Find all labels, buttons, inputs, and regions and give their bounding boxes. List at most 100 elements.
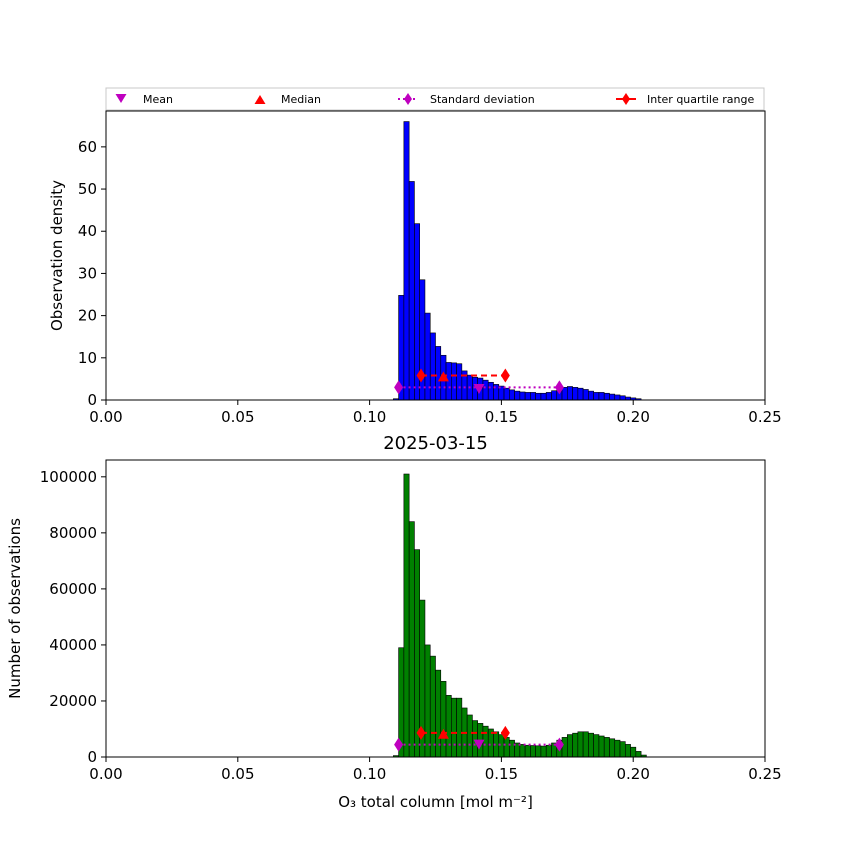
legend-std-label: Standard deviation: [430, 93, 535, 106]
density-statistics: [394, 368, 564, 395]
count-x-tick-label: 0.05: [221, 765, 254, 783]
density-x-tick-label: 0.20: [616, 408, 649, 426]
legend-frame: [105, 87, 765, 111]
count-bar: [582, 731, 589, 758]
count-bar: [424, 644, 431, 758]
count-bar: [482, 725, 489, 758]
density-y-axis-label: Observation density: [48, 180, 66, 331]
density-bar: [540, 392, 547, 401]
density-x-tick-label: 0.00: [89, 408, 122, 426]
density-std-low-marker: [394, 380, 404, 395]
density-bar: [566, 386, 573, 401]
density-bars: [393, 121, 642, 401]
count-bar: [598, 735, 605, 758]
count-x-tick-label: 0.15: [485, 765, 518, 783]
count-y-tick-label: 80000: [49, 524, 97, 542]
count-bars: [393, 473, 647, 758]
count-x-tick-label: 0.10: [353, 765, 386, 783]
density-bar: [582, 389, 589, 401]
count-bar: [619, 741, 626, 758]
legend-iqr-marker: [622, 93, 630, 105]
count-bar: [530, 745, 536, 758]
count-bar: [429, 655, 436, 758]
density-median-marker: [437, 371, 449, 382]
count-x-tick-label: 0.20: [616, 765, 649, 783]
count-bar: [609, 738, 616, 758]
count-x-axis-label: O₃ total column [mol m⁻²]: [338, 793, 533, 811]
count-bar: [445, 695, 452, 758]
count-bar: [408, 521, 415, 758]
count-bar: [535, 745, 542, 758]
density-bar: [429, 332, 436, 401]
count-bar: [519, 744, 526, 758]
density-iqr-high-marker: [500, 368, 510, 383]
density-bar: [593, 392, 600, 401]
count-x-ticks: 0.00 0.05 0.10 0.15 0.20 0.25: [89, 757, 782, 783]
density-y-tick-label: 10: [78, 349, 97, 367]
count-iqr-low-marker: [416, 725, 426, 740]
density-bar: [503, 387, 510, 401]
count-bar: [635, 751, 642, 758]
count-bar: [593, 734, 600, 758]
count-bar: [466, 714, 473, 758]
density-bar: [530, 392, 536, 401]
density-y-tick-label: 30: [78, 264, 97, 282]
count-bar: [540, 745, 547, 758]
count-bar: [456, 697, 463, 758]
density-y-tick-label: 50: [78, 180, 97, 198]
density-bar: [561, 387, 568, 401]
legend-mean-marker: [115, 94, 127, 103]
density-x-tick-label: 0.15: [485, 408, 518, 426]
legend-std-marker: [404, 93, 412, 105]
density-bar: [598, 392, 605, 401]
density-x-tick-label: 0.05: [221, 408, 254, 426]
density-y-tick-label: 40: [78, 222, 97, 240]
density-bar: [403, 121, 410, 401]
legend-iqr-label: Inter quartile range: [647, 93, 754, 106]
count-y-tick-label: 60000: [49, 580, 97, 598]
count-std-low-marker: [394, 737, 404, 752]
count-std-high-marker: [554, 737, 564, 752]
density-bar: [572, 387, 579, 401]
count-bar: [498, 734, 505, 758]
density-std-high-marker: [554, 380, 564, 395]
density-bar: [603, 392, 610, 401]
count-axes-frame: [105, 459, 766, 758]
count-bar: [472, 720, 478, 758]
density-y-tick-label: 20: [78, 307, 97, 325]
density-bar: [456, 363, 463, 401]
density-bar: [435, 346, 442, 401]
density-bar: [614, 394, 621, 401]
density-bar: [609, 393, 616, 401]
count-iqr-high-marker: [500, 725, 510, 740]
count-bar: [603, 737, 610, 758]
count-bar: [524, 744, 531, 758]
density-x-tick-label: 0.25: [748, 408, 781, 426]
count-bar: [572, 732, 579, 758]
density-bar: [509, 389, 515, 401]
count-bar: [509, 739, 515, 758]
count-bar: [588, 732, 594, 758]
count-y-axis-label: Number of observations: [6, 518, 24, 699]
count-y-ticks: 0 20000 40000 60000 80000 100000: [40, 468, 106, 766]
count-bar: [503, 737, 510, 758]
count-bar: [566, 734, 573, 758]
count-bar: [624, 744, 631, 758]
count-bar: [561, 737, 568, 758]
density-bar: [487, 381, 494, 401]
density-bar: [451, 362, 457, 401]
density-x-ticks: 0.00 0.05 0.10 0.15 0.20 0.25: [89, 400, 782, 426]
density-bar: [551, 390, 558, 401]
density-bar: [408, 181, 415, 401]
density-y-tick-label: 60: [78, 138, 97, 156]
count-x-tick-label: 0.00: [89, 765, 122, 783]
count-bar: [414, 549, 420, 758]
count-bar: [451, 697, 457, 758]
count-bar: [630, 746, 637, 758]
density-bar: [519, 391, 526, 401]
density-panel: 0.00 0.05 0.10 0.15 0.20 0.25 0 10 20 30 40 50 60 O…: [48, 110, 782, 426]
density-bar: [535, 392, 542, 401]
legend: Mean Median Standard deviation Inter qua…: [105, 87, 765, 111]
legend-mean-label: Mean: [143, 93, 173, 106]
